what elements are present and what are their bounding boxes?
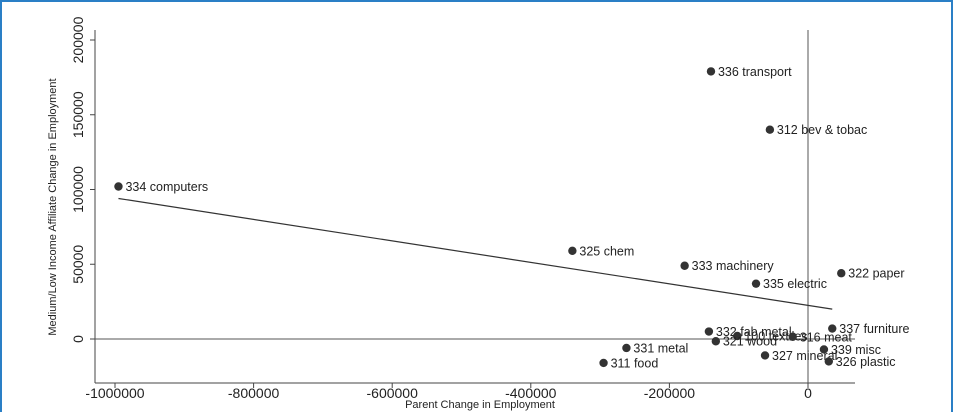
y-tick-label: 150000 [70, 91, 86, 138]
data-point-marker [788, 332, 797, 341]
data-point-marker [765, 125, 775, 134]
data-point-marker [751, 279, 761, 288]
data-point-marker [828, 324, 837, 333]
data-point-marker [837, 269, 846, 278]
data-point-label: 326 plastic [836, 355, 896, 369]
data-point-marker [568, 246, 577, 255]
y-tick-label: 100000 [70, 166, 86, 213]
data-point-marker [706, 67, 716, 76]
y-tick-label: 200000 [70, 16, 86, 63]
y-axis-ticks: 0 50000 100000 150000 200000 [70, 16, 95, 343]
x-axis-title: Parent Change in Employment [405, 399, 555, 411]
fitted-regression-line [118, 197, 833, 310]
data-point-marker [733, 331, 742, 341]
data-point-label: 316 meat [800, 330, 853, 344]
x-tick-label: -1000000 [85, 385, 144, 401]
data-point-marker [824, 357, 833, 366]
x-tick-label: -400000 [505, 385, 557, 401]
data-point-label: 334 computers [125, 180, 208, 194]
data-point-marker [114, 182, 123, 191]
data-point-label: 337 furniture [839, 322, 909, 336]
data-point-marker [599, 358, 608, 368]
data-point-marker [622, 343, 631, 353]
data-point-label: 327 mineral [772, 349, 837, 363]
x-tick-label: -600000 [367, 385, 419, 401]
y-axis-title: Medium/Low Income Affiliate Change in Em… [47, 78, 59, 335]
data-point-label: 312 bev & tobac [777, 123, 867, 137]
data-point-marker [711, 337, 721, 346]
data-point-label: 311 food [611, 356, 659, 370]
y-tick-label: 50000 [70, 245, 86, 284]
x-tick-label: -200000 [644, 385, 696, 401]
data-point-marker [819, 345, 829, 354]
data-point-label: 321 wood [723, 335, 777, 349]
data-point-label: 339 misc [831, 343, 881, 357]
x-tick-label: 0 [804, 385, 812, 401]
data-point-marker [760, 351, 770, 360]
data-point-label: 325 chem [579, 244, 634, 258]
x-tick-label: -800000 [228, 385, 280, 401]
data-point-label: 322 paper [848, 267, 904, 281]
x-axis-ticks: -1000000 -800000 -600000 -400000 -200000 0 [85, 383, 812, 401]
data-points: 336 transport 312 bev & tobac 334 computer… [114, 65, 909, 370]
data-point-marker [704, 327, 714, 336]
y-tick-label: 0 [70, 335, 86, 343]
data-point-label: 336 transport [718, 65, 792, 79]
data-point-label: 331 metal [633, 341, 688, 355]
data-point-marker [680, 261, 689, 270]
data-point-label: 333 machinery [692, 259, 775, 273]
data-point-label: 335 electric [763, 277, 827, 291]
